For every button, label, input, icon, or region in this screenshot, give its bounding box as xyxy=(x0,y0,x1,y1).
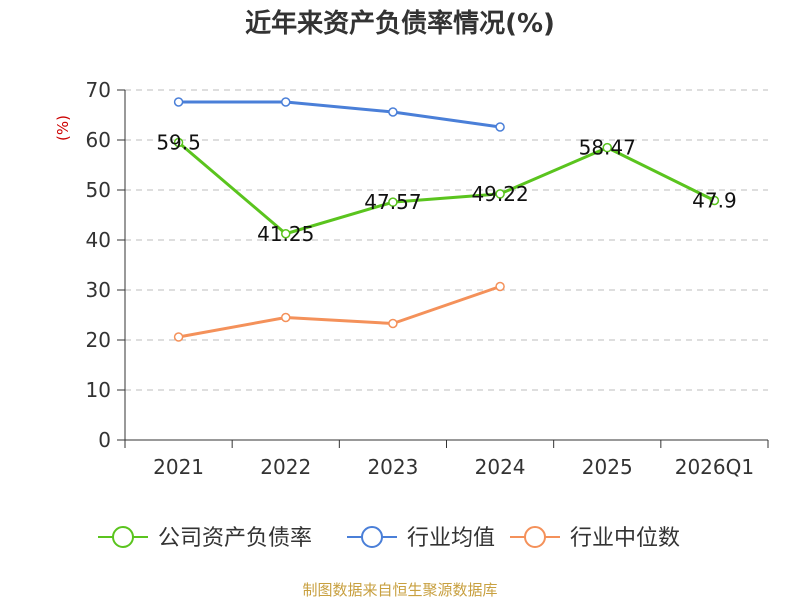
grid-lines xyxy=(125,89,768,391)
y-tick-label-60: 60 xyxy=(86,128,111,152)
data-point-s2-0 xyxy=(173,332,184,342)
data-labels: 59.5 41.25 47.57 49.22 58.47 47.9 xyxy=(156,131,736,246)
y-axis-ticks: 0 10 20 30 40 50 60 70 xyxy=(86,78,111,452)
x-tick-label-2025: 2025 xyxy=(582,455,633,479)
data-point-s0-3 xyxy=(495,189,505,199)
data-point-s0-1 xyxy=(281,229,291,239)
x-tick-label-2024: 2024 xyxy=(475,455,526,479)
data-point-s2-1 xyxy=(281,312,291,323)
y-tick-label-30: 30 xyxy=(86,278,111,302)
data-point-s0-5 xyxy=(709,195,720,206)
data-point-s1-3 xyxy=(495,122,505,132)
data-point-s2-2 xyxy=(388,318,398,329)
data-point-s1-0 xyxy=(173,97,184,107)
legend-label-2: 行业中位数 xyxy=(570,526,680,551)
y-tick-label-0: 0 xyxy=(98,428,111,452)
y-tick-label-50: 50 xyxy=(86,178,111,202)
legend: 公司资产负债率 行业均值 行业中位数 xyxy=(98,526,680,551)
data-label-s0-5: 47.9 xyxy=(692,189,737,213)
x-tick-label-2026Q1: 2026Q1 xyxy=(675,455,754,479)
axes xyxy=(117,89,769,448)
y-tick-label-40: 40 xyxy=(86,228,111,252)
data-label-s0-2: 47.57 xyxy=(364,190,421,214)
data-label-s0-3: 49.22 xyxy=(471,182,528,206)
chart-title: 近年来资产负债率情况(%) xyxy=(245,8,555,39)
legend-marker-2 xyxy=(524,526,546,548)
x-tick-label-2023: 2023 xyxy=(367,455,418,479)
source-note: 制图数据来自恒生聚源数据库 xyxy=(302,581,497,599)
series-line-2 xyxy=(178,285,501,339)
data-point-s0-2 xyxy=(388,197,398,207)
data-label-s0-0: 59.5 xyxy=(156,131,201,155)
data-label-s0-1: 41.25 xyxy=(257,222,314,246)
data-label-s0-4: 58.47 xyxy=(579,136,636,160)
y-tick-label-20: 20 xyxy=(86,328,111,352)
y-axis-label: (%) xyxy=(54,115,72,141)
legend-label-0: 公司资产负债率 xyxy=(158,526,312,551)
legend-marker-1 xyxy=(361,526,383,548)
x-axis-ticks: 2021 2022 2023 2024 2025 2026Q1 xyxy=(153,455,754,479)
y-tick-label-10: 10 xyxy=(86,378,111,402)
legend-label-1: 行业均值 xyxy=(407,526,495,551)
legend-marker-0 xyxy=(112,526,134,548)
data-point-s2-3 xyxy=(495,281,505,292)
x-tick-label-2021: 2021 xyxy=(153,455,204,479)
data-point-s0-0 xyxy=(173,137,184,148)
data-point-s1-2 xyxy=(388,107,398,117)
y-tick-label-70: 70 xyxy=(86,78,111,102)
series-line-1 xyxy=(178,100,501,129)
x-tick-label-2022: 2022 xyxy=(260,455,311,479)
data-point-s0-4 xyxy=(602,142,612,153)
data-point-s1-1 xyxy=(281,97,291,107)
series-layer xyxy=(173,97,720,342)
series-line-0 xyxy=(177,141,716,236)
